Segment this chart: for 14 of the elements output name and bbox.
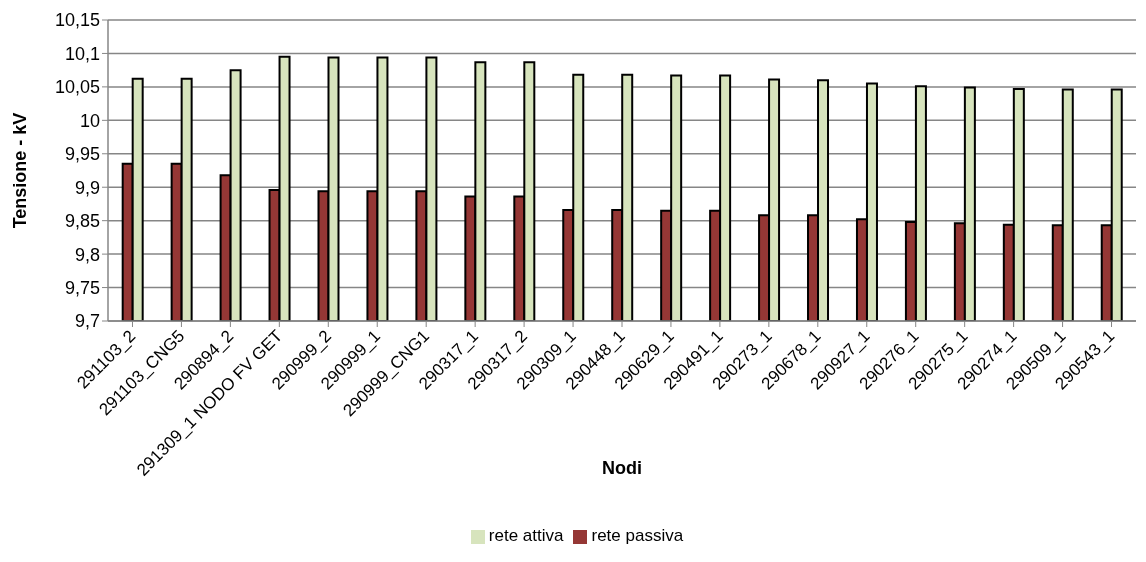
y-axis-title: Tensione - kV [10, 112, 31, 229]
y-tick-label: 9,75 [64, 277, 100, 298]
y-tick-label: 9,85 [64, 211, 100, 232]
y-tick-label: 10,05 [54, 77, 100, 98]
y-tick-label: 9,95 [64, 144, 100, 165]
y-tick-label: 10,1 [64, 43, 100, 64]
y-tick-label: 10 [79, 110, 100, 131]
y-tick-label: 9,7 [74, 311, 100, 332]
y-tick-label: 9,9 [74, 177, 100, 198]
y-tick-label: 9,8 [74, 244, 100, 265]
legend-label: rete attiva [488, 526, 564, 545]
y-tick-label: 10,15 [54, 10, 100, 31]
x-axis-title: Nodi [602, 458, 642, 478]
legend-label: rete passiva [591, 526, 684, 545]
